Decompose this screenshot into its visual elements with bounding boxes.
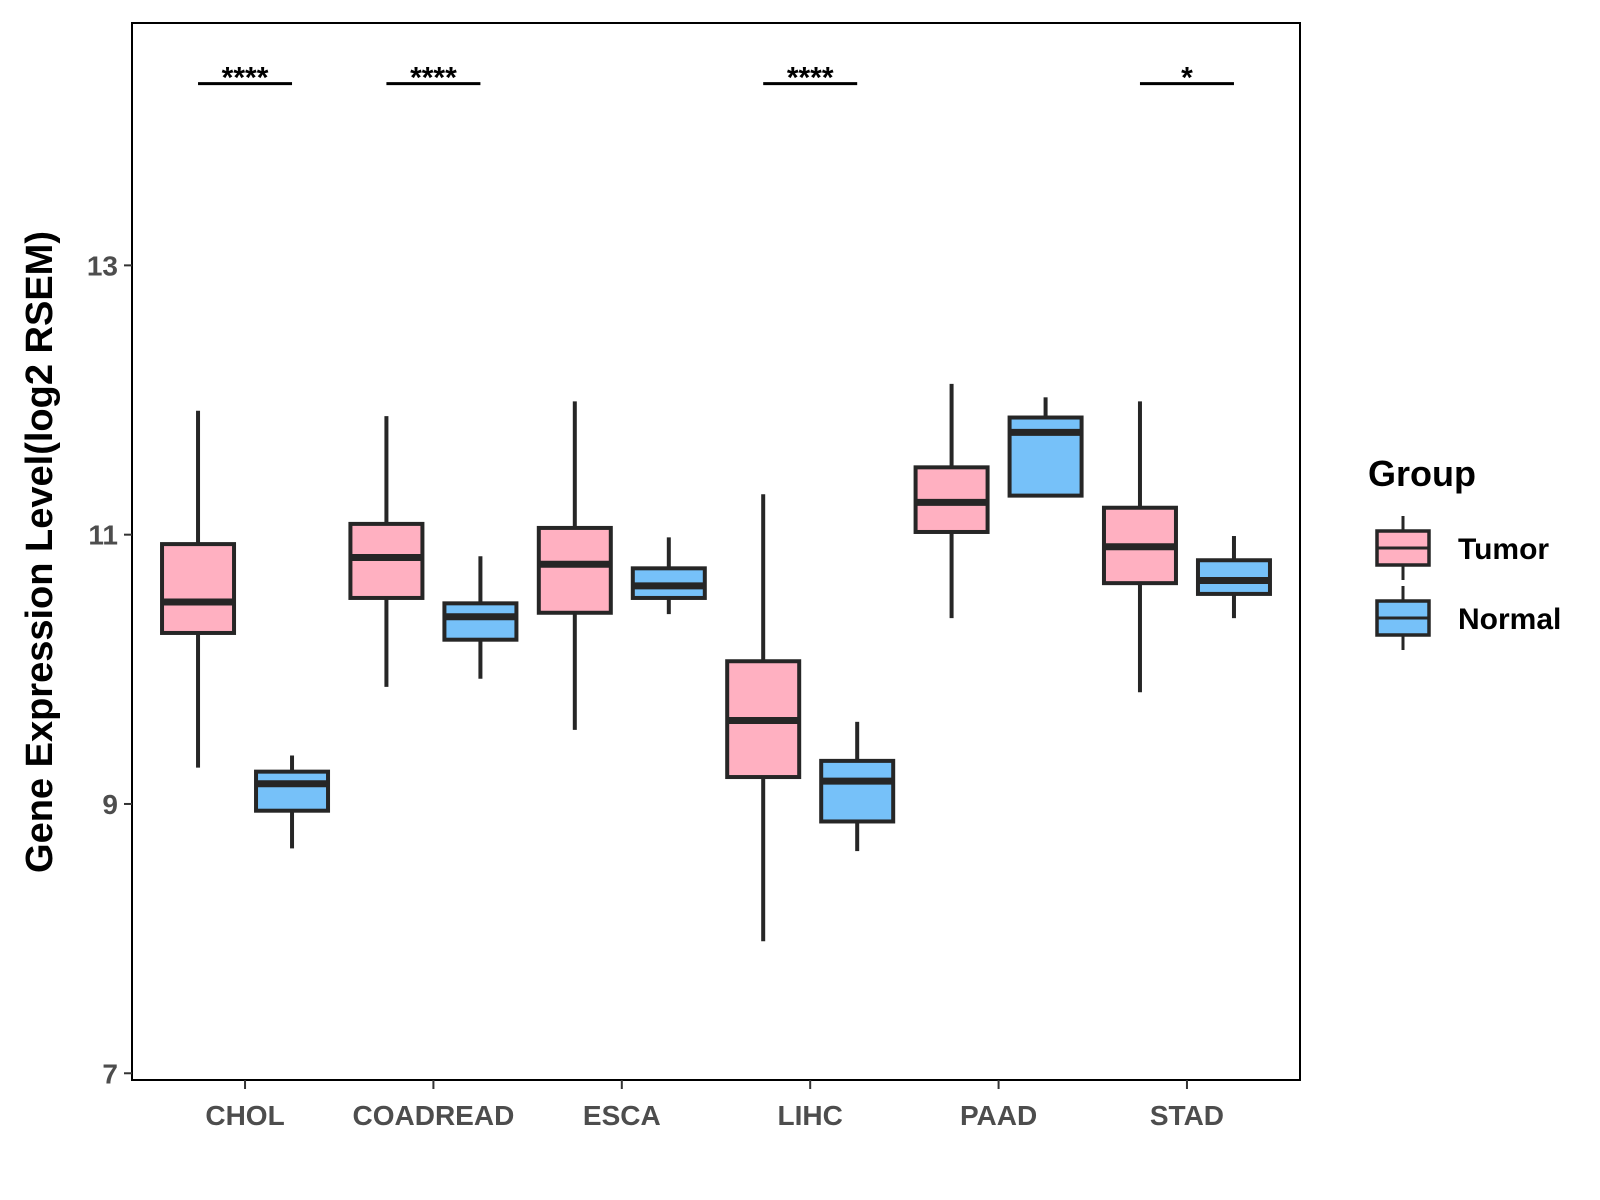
y-axis: 7 9 11 13 xyxy=(87,250,132,1089)
box-tumor-paad xyxy=(913,383,990,619)
legend-item-normal: Normal xyxy=(1375,586,1561,650)
plot-panel-border xyxy=(131,22,1301,1081)
box-normal-stad xyxy=(1195,536,1272,619)
y-axis-title: Gene Expression Level(log2 RSEM) xyxy=(19,231,61,873)
x-tick-label-chol: CHOL xyxy=(205,1100,284,1131)
box-body-normal-lihc xyxy=(819,758,896,824)
legend: Group Tumor Normal xyxy=(1368,453,1561,650)
legend-label-normal: Normal xyxy=(1458,603,1561,636)
sig-label-lihc: **** xyxy=(787,62,834,95)
significance-layer: **** **** **** * xyxy=(198,62,1234,95)
legend-title: Group xyxy=(1368,453,1476,494)
y-tick-label-9: 9 xyxy=(102,789,118,820)
x-tick-label-esca: ESCA xyxy=(583,1100,661,1131)
box-normal-esca xyxy=(630,537,707,615)
box-tumor-chol xyxy=(160,410,237,768)
sig-label-stad: * xyxy=(1181,62,1193,95)
legend-label-tumor: Tumor xyxy=(1458,533,1549,566)
box-normal-paad xyxy=(1007,397,1084,498)
box-normal-lihc xyxy=(819,721,896,852)
x-axis: CHOL COADREAD ESCA LIHC PAAD STAD xyxy=(205,1080,1224,1131)
sig-label-coadread: **** xyxy=(410,62,457,95)
y-tick-label-13: 13 xyxy=(87,250,118,281)
box-normal-chol xyxy=(254,755,331,849)
box-tumor-esca xyxy=(536,401,613,730)
legend-item-tumor: Tumor xyxy=(1375,516,1549,580)
legend-items: Tumor Normal xyxy=(1375,516,1561,650)
box-body-tumor-esca xyxy=(536,525,613,615)
y-tick-label-11: 11 xyxy=(88,520,118,551)
box-body-normal-coadread xyxy=(442,601,519,642)
box-tumor-lihc xyxy=(725,494,802,942)
x-tick-label-paad: PAAD xyxy=(960,1100,1037,1131)
y-tick-label-7: 7 xyxy=(102,1058,118,1089)
boxes-layer xyxy=(160,383,1272,942)
box-normal-coadread xyxy=(442,556,519,679)
x-tick-label-stad: STAD xyxy=(1150,1100,1224,1131)
x-tick-label-coadread: COADREAD xyxy=(353,1100,515,1131)
x-tick-label-lihc: LIHC xyxy=(778,1100,843,1131)
box-body-tumor-chol xyxy=(160,542,237,635)
box-tumor-coadread xyxy=(348,416,425,687)
sig-label-chol: **** xyxy=(222,62,269,95)
box-body-normal-chol xyxy=(254,769,331,813)
box-tumor-stad xyxy=(1101,401,1178,693)
